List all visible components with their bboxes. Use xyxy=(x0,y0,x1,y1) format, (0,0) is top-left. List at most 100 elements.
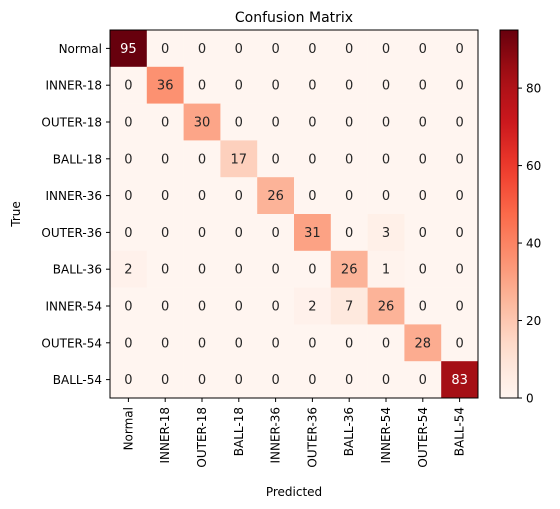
cell-value-label: 0 xyxy=(198,263,206,278)
cell-value-label: 0 xyxy=(235,189,243,204)
heatmap-cell xyxy=(330,140,368,178)
heatmap-cell xyxy=(367,324,405,362)
cell-value-label: 28 xyxy=(415,336,432,351)
heatmap-cell xyxy=(220,324,258,362)
heatmap-cell xyxy=(330,287,368,325)
heatmap-cell xyxy=(257,361,295,399)
cell-value-label: 0 xyxy=(198,42,206,57)
cell-value-label: 0 xyxy=(382,152,390,167)
heatmap-cell xyxy=(404,324,442,362)
heatmap-cell xyxy=(367,66,405,104)
cell-value-label: 0 xyxy=(198,79,206,94)
heatmap-cell xyxy=(183,361,221,399)
x-axis-label: Predicted xyxy=(266,485,322,499)
heatmap-cell xyxy=(220,140,258,178)
cell-value-label: 0 xyxy=(235,226,243,241)
cell-value-label: 0 xyxy=(455,116,463,131)
cell-value-label: 0 xyxy=(455,189,463,204)
heatmap-cell xyxy=(110,66,148,104)
y-tick-label: INNER-54 xyxy=(45,300,102,314)
cell-value-label: 0 xyxy=(345,226,353,241)
heatmap-cell xyxy=(110,250,148,288)
heatmap-cell xyxy=(257,140,295,178)
heatmap-cell xyxy=(404,361,442,399)
cell-value-label: 0 xyxy=(345,373,353,388)
heatmap-cell xyxy=(183,66,221,104)
cell-value-label: 0 xyxy=(161,300,169,315)
heatmap-cell xyxy=(404,177,442,215)
x-tick-label: OUTER-54 xyxy=(416,407,430,468)
y-tick-label: OUTER-18 xyxy=(41,116,102,130)
cell-value-label: 0 xyxy=(455,152,463,167)
cell-value-label: 0 xyxy=(198,152,206,167)
cell-value-label: 0 xyxy=(345,152,353,167)
heatmap-cell xyxy=(257,30,295,68)
heatmap-cell xyxy=(330,177,368,215)
cell-value-label: 0 xyxy=(345,189,353,204)
cell-value-label: 0 xyxy=(345,116,353,131)
heatmap-cell xyxy=(441,287,479,325)
cell-value-label: 0 xyxy=(124,226,132,241)
cell-value-label: 0 xyxy=(345,79,353,94)
cell-value-label: 0 xyxy=(124,373,132,388)
heatmap-cell xyxy=(294,140,332,178)
cell-value-label: 0 xyxy=(235,263,243,278)
heatmap-cell xyxy=(146,103,184,141)
heatmap-cell xyxy=(330,30,368,68)
cell-value-label: 0 xyxy=(308,116,316,131)
cell-value-label: 26 xyxy=(341,263,358,278)
cell-value-label: 83 xyxy=(451,373,468,388)
cell-value-label: 0 xyxy=(161,189,169,204)
cell-value-label: 0 xyxy=(308,263,316,278)
heatmap-cell xyxy=(257,324,295,362)
cell-value-label: 0 xyxy=(382,189,390,204)
cell-value-label: 0 xyxy=(161,152,169,167)
heatmap-cell xyxy=(110,177,148,215)
cell-value-label: 0 xyxy=(455,300,463,315)
heatmap-cell xyxy=(404,287,442,325)
heatmap-cell xyxy=(441,140,479,178)
cell-value-label: 0 xyxy=(235,42,243,57)
cell-value-label: 0 xyxy=(124,152,132,167)
heatmap-cell xyxy=(110,324,148,362)
heatmap-cell xyxy=(441,66,479,104)
heatmap-cell xyxy=(220,103,258,141)
cell-value-label: 0 xyxy=(235,300,243,315)
x-tick-label: OUTER-18 xyxy=(195,407,209,468)
heatmap-cell xyxy=(404,140,442,178)
cell-value-label: 0 xyxy=(382,336,390,351)
heatmap-cell xyxy=(183,103,221,141)
heatmap-cell xyxy=(220,250,258,288)
heatmap-cell xyxy=(441,177,479,215)
colorbar-tick-label: 0 xyxy=(526,392,534,406)
cell-value-label: 0 xyxy=(455,79,463,94)
cell-value-label: 31 xyxy=(304,226,321,241)
y-tick-label: BALL-18 xyxy=(53,152,102,166)
heatmap-cell xyxy=(257,214,295,252)
heatmap-cell xyxy=(183,177,221,215)
cell-value-label: 0 xyxy=(161,336,169,351)
heatmap-cell xyxy=(330,324,368,362)
cell-value-label: 95 xyxy=(120,42,137,57)
cell-value-label: 0 xyxy=(419,300,427,315)
colorbar-gradient xyxy=(499,29,519,399)
heatmap-cell xyxy=(294,30,332,68)
y-tick-label: OUTER-36 xyxy=(41,226,102,240)
heatmap-cell xyxy=(294,250,332,288)
chart-title: Confusion Matrix xyxy=(235,10,353,26)
heatmap-cell xyxy=(294,66,332,104)
cell-value-label: 0 xyxy=(308,336,316,351)
heatmap-cell xyxy=(110,103,148,141)
heatmap-cell xyxy=(367,103,405,141)
heatmap-cell xyxy=(367,287,405,325)
y-axis-label: True xyxy=(9,201,23,228)
cell-value-label: 0 xyxy=(308,79,316,94)
cell-value-label: 0 xyxy=(345,336,353,351)
heatmap-cell xyxy=(441,324,479,362)
cell-value-label: 0 xyxy=(271,263,279,278)
x-tick-label: BALL-36 xyxy=(342,407,356,456)
heatmap-cell xyxy=(110,287,148,325)
heatmap-cell xyxy=(220,287,258,325)
x-tick-label: BALL-54 xyxy=(453,407,467,456)
heatmap-cell xyxy=(183,250,221,288)
